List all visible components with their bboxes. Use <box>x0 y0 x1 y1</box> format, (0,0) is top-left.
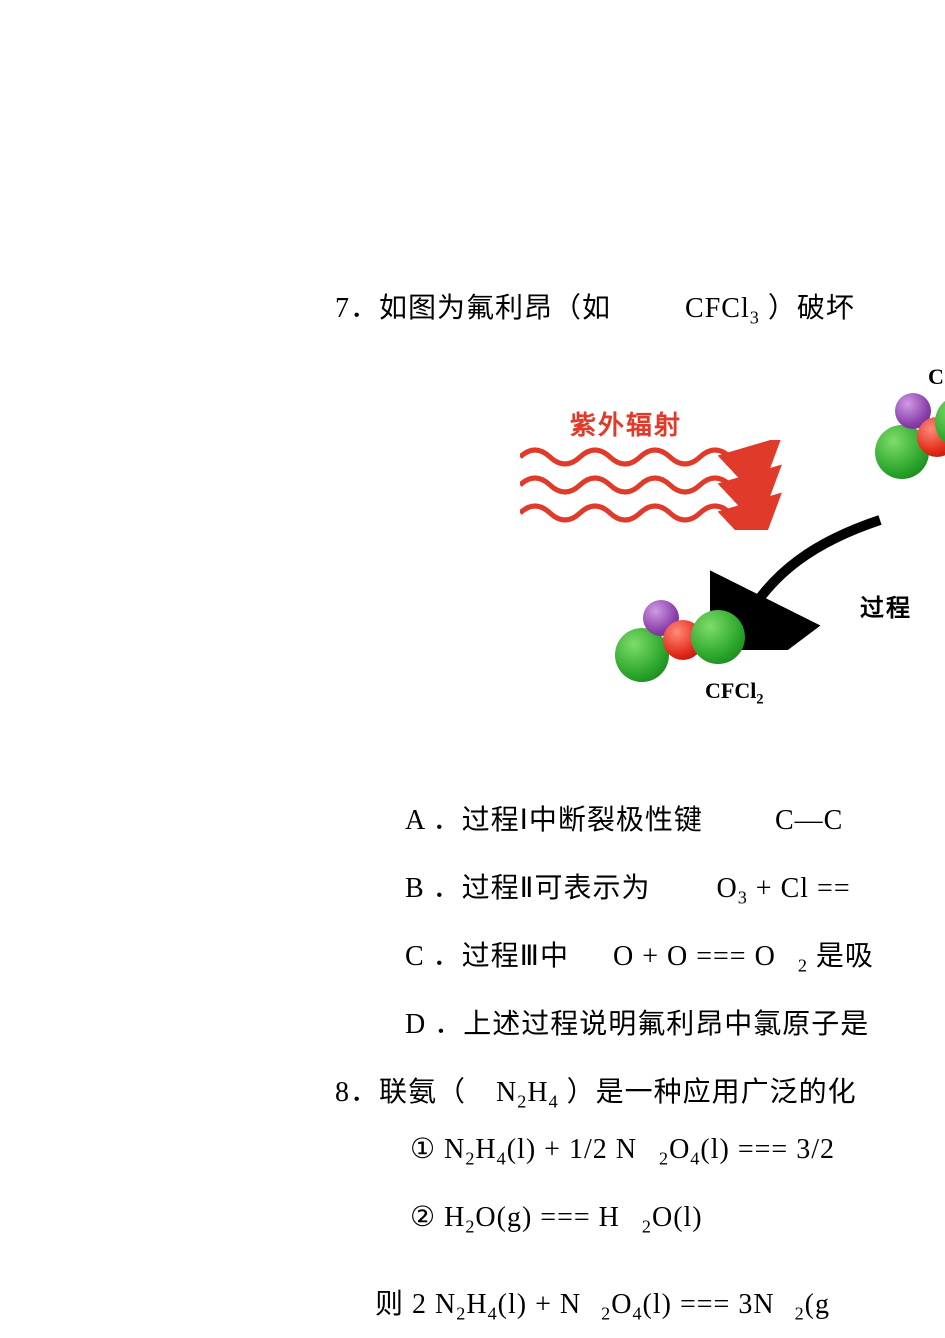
atom-cl <box>615 628 669 682</box>
q7-option-b: B ．过程Ⅱ可表示为 O3 + Cl == <box>405 866 851 909</box>
cfcl2-bottom-label: CFCl2 <box>705 678 763 708</box>
q7-stem-b-sub: 3 <box>750 308 760 328</box>
q7-option-a: A ．过程Ⅰ中断裂极性键 C—C <box>405 798 843 838</box>
ozone-diagram: 紫外辐射 C <box>560 370 940 700</box>
q8-eq2: ② H2O(g) === H 2O(l) <box>410 1200 703 1238</box>
q8-eq1: ① N2H4(l) + 1/2 N 2O4(l) === 3/2 <box>410 1132 835 1170</box>
q8-result: 则 2 N2H4(l) + N 2O4(l) === 3N 2(g <box>375 1282 830 1325</box>
page: 7．如图为氟利昂（如 CFCl3 ）破坏 紫外辐射 C <box>0 0 945 1338</box>
q7-stem: 7．如图为氟利昂（如 CFCl3 ）破坏 <box>335 286 855 329</box>
atom-cl <box>691 610 745 664</box>
molecule-cfcl3 <box>855 375 945 495</box>
q7-stem-c: ）破坏 <box>768 293 855 324</box>
q7-stem-a: 7．如图为氟利昂（如 <box>335 293 611 324</box>
cfcl3-top-label: C <box>928 364 944 390</box>
q7-option-c: C ．过程Ⅲ中 O + O === O 2 是吸 <box>405 934 874 977</box>
molecule-cfcl2 <box>615 600 745 690</box>
q7-stem-b: CFCl <box>685 293 750 324</box>
uv-radiation-label: 紫外辐射 <box>570 405 682 442</box>
q7-option-d: D ．上述过程说明氟利昂中氯原子是 <box>405 1002 869 1042</box>
process-label: 过程 <box>860 588 912 623</box>
q8-stem: 8．联氨（ N2H4 ）是一种应用广泛的化 <box>335 1070 857 1113</box>
